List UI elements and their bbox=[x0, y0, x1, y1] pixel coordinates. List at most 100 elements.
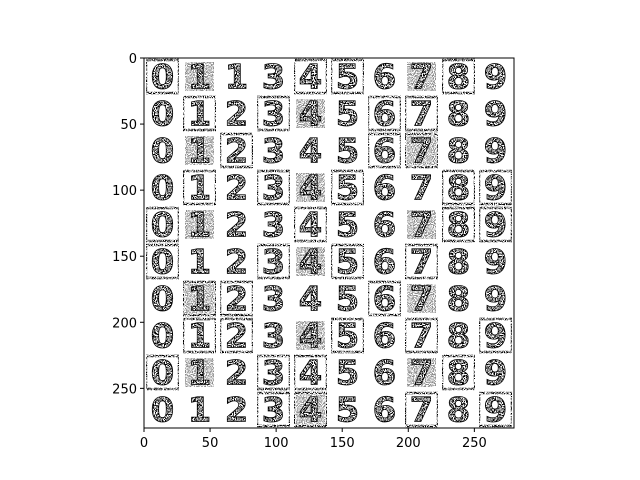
digit-cell: 00 bbox=[144, 353, 181, 394]
digit-glyph: 0 bbox=[151, 94, 175, 134]
digit-glyph: 6 bbox=[373, 205, 397, 245]
digit-outline: 3 bbox=[262, 94, 286, 134]
digit-glyph: 4 bbox=[299, 316, 323, 356]
digit-cell: 77 bbox=[407, 353, 436, 394]
digit-outline: 7 bbox=[410, 390, 434, 430]
digit-outline: 0 bbox=[151, 57, 175, 97]
digit-glyph: 6 bbox=[373, 242, 397, 282]
digit-cell: 11 bbox=[187, 242, 212, 283]
digit-outline: 2 bbox=[225, 279, 249, 319]
digit-outline: 4 bbox=[299, 57, 323, 97]
digit-outline: 9 bbox=[484, 390, 508, 430]
digit-glyph: 4 bbox=[299, 279, 323, 319]
digit-glyph: 9 bbox=[484, 316, 508, 356]
digit-outline: 8 bbox=[447, 94, 471, 134]
digit-cell: 11 bbox=[224, 58, 248, 98]
digit-outline: 8 bbox=[447, 242, 471, 282]
digit-cell: 22 bbox=[224, 168, 248, 209]
digit-cell: 33 bbox=[261, 279, 286, 320]
digit-outline: 6 bbox=[373, 57, 397, 97]
digit-glyph: 8 bbox=[447, 242, 471, 282]
digit-glyph: 0 bbox=[151, 316, 175, 356]
digit-outline: 1 bbox=[188, 353, 212, 393]
digit-outline: 8 bbox=[447, 131, 471, 171]
digit-outline: 3 bbox=[262, 353, 286, 393]
digit-glyph: 9 bbox=[484, 390, 508, 430]
digit-glyph: 9 bbox=[484, 94, 508, 134]
digit-cell: 00 bbox=[144, 205, 181, 246]
digit-glyph: 9 bbox=[484, 57, 508, 97]
digit-glyph: 7 bbox=[410, 279, 434, 319]
y-tick-label: 150 bbox=[112, 250, 137, 265]
digit-cell: 44 bbox=[292, 57, 329, 98]
digit-outline: 5 bbox=[336, 316, 360, 356]
digit-outline: 6 bbox=[373, 242, 397, 282]
digit-outline: 4 bbox=[299, 316, 323, 356]
x-tick-label: 150 bbox=[330, 436, 355, 451]
digit-outline: 1 bbox=[188, 94, 212, 134]
digit-cell: 11 bbox=[181, 316, 218, 357]
digit-glyph: 0 bbox=[151, 279, 175, 319]
digit-outline: 3 bbox=[262, 205, 286, 245]
digit-glyph: 8 bbox=[447, 353, 471, 393]
digit-outline: 5 bbox=[336, 390, 360, 430]
digit-cell: 66 bbox=[372, 57, 397, 98]
x-tick-label: 100 bbox=[264, 436, 289, 451]
digit-cell: 88 bbox=[446, 316, 470, 357]
digit-cell: 33 bbox=[255, 168, 292, 209]
digit-outline: 4 bbox=[299, 168, 323, 208]
digit-cell: 55 bbox=[335, 94, 360, 135]
digit-cell: 77 bbox=[407, 205, 436, 246]
digit-cell: 88 bbox=[440, 168, 477, 209]
digit-outline: 6 bbox=[373, 205, 397, 245]
digit-cell: 11 bbox=[181, 168, 218, 209]
digit-glyph: 5 bbox=[336, 205, 360, 245]
digit-outline: 3 bbox=[262, 316, 286, 356]
y-tick-label: 250 bbox=[112, 382, 137, 397]
digit-glyph: 0 bbox=[151, 390, 175, 430]
digit-cell: 11 bbox=[185, 58, 214, 98]
digit-cell: 00 bbox=[150, 94, 175, 135]
digit-cell: 22 bbox=[224, 353, 248, 394]
digit-cell: 77 bbox=[407, 58, 436, 98]
digit-glyph: 8 bbox=[447, 94, 471, 134]
digit-cell: 77 bbox=[403, 242, 440, 283]
digit-cell: 44 bbox=[292, 205, 329, 246]
digit-outline: 0 bbox=[151, 242, 175, 282]
digit-glyph: 5 bbox=[336, 94, 360, 134]
digit-cell: 33 bbox=[255, 353, 292, 394]
digit-cell: 66 bbox=[372, 168, 396, 209]
digit-glyph: 7 bbox=[410, 94, 434, 134]
digit-cell: 99 bbox=[483, 242, 507, 283]
digit-outline: 0 bbox=[151, 316, 175, 356]
digit-outline: 2 bbox=[225, 94, 249, 134]
digit-outline: 1 bbox=[188, 242, 212, 282]
digit-outline: 0 bbox=[151, 353, 175, 393]
digit-outline: 6 bbox=[373, 353, 397, 393]
digit-cell: 33 bbox=[255, 242, 292, 283]
digit-cell: 22 bbox=[218, 279, 255, 320]
digit-outline: 2 bbox=[225, 242, 249, 282]
digit-glyph: 3 bbox=[262, 279, 286, 319]
digit-outline: 5 bbox=[336, 205, 360, 245]
digit-cell: 99 bbox=[477, 316, 514, 357]
digit-cell: 55 bbox=[335, 131, 359, 172]
digit-glyph: 7 bbox=[410, 242, 434, 282]
digit-cell: 55 bbox=[329, 242, 366, 283]
digit-glyph: 1 bbox=[188, 390, 212, 430]
y-tick-label: 100 bbox=[112, 184, 137, 199]
digit-glyph: 6 bbox=[373, 94, 397, 134]
digit-outline: 5 bbox=[336, 57, 360, 97]
y-axis: 0 50 100 150 200 250 bbox=[112, 52, 144, 397]
digit-outline: 4 bbox=[299, 353, 323, 393]
digit-outline: 9 bbox=[484, 57, 508, 97]
digit-cell: 88 bbox=[446, 131, 471, 172]
digit-cell: 44 bbox=[298, 131, 322, 172]
digit-glyph: 5 bbox=[336, 316, 360, 356]
x-tick-label: 250 bbox=[462, 436, 487, 451]
digit-cell: 77 bbox=[403, 94, 440, 135]
digit-outline: 7 bbox=[410, 94, 434, 134]
digit-cell: 11 bbox=[187, 390, 212, 430]
digit-glyph: 3 bbox=[262, 57, 286, 97]
